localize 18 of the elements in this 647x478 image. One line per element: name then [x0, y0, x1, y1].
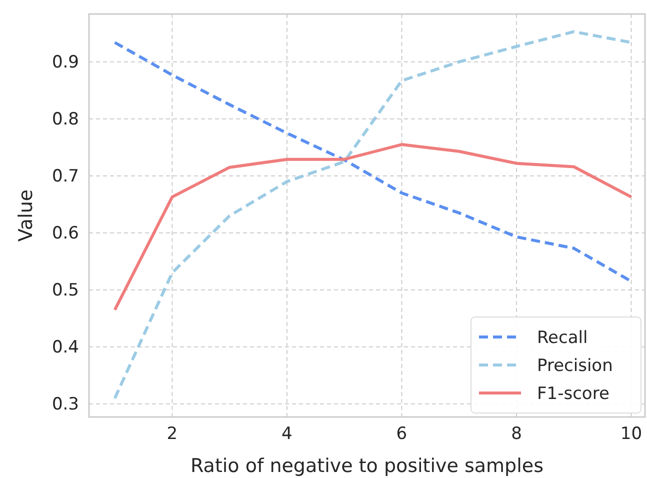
- legend-label: Recall: [537, 328, 588, 348]
- legend-label: F1-score: [537, 384, 610, 404]
- x-axis-title: Ratio of negative to positive samples: [190, 455, 544, 477]
- y-tick-label: 0.6: [52, 223, 79, 244]
- legend-label: Precision: [537, 356, 613, 376]
- x-tick-label: 6: [396, 424, 408, 444]
- y-tick-label: 0.5: [52, 280, 79, 300]
- y-tick-label: 0.7: [52, 166, 79, 186]
- x-tick-label: 2: [166, 424, 178, 444]
- y-tick-label: 0.4: [52, 337, 79, 358]
- y-tick-label: 0.8: [52, 109, 79, 130]
- y-axis-title: Value: [15, 189, 37, 242]
- y-tick-label: 0.3: [52, 394, 79, 414]
- x-tick-label: 4: [282, 424, 292, 444]
- line-series: [113, 143, 633, 312]
- x-tick-label: 8: [511, 424, 522, 444]
- x-tick-label: 10: [620, 424, 642, 444]
- y-tick-label: 0.9: [52, 52, 79, 72]
